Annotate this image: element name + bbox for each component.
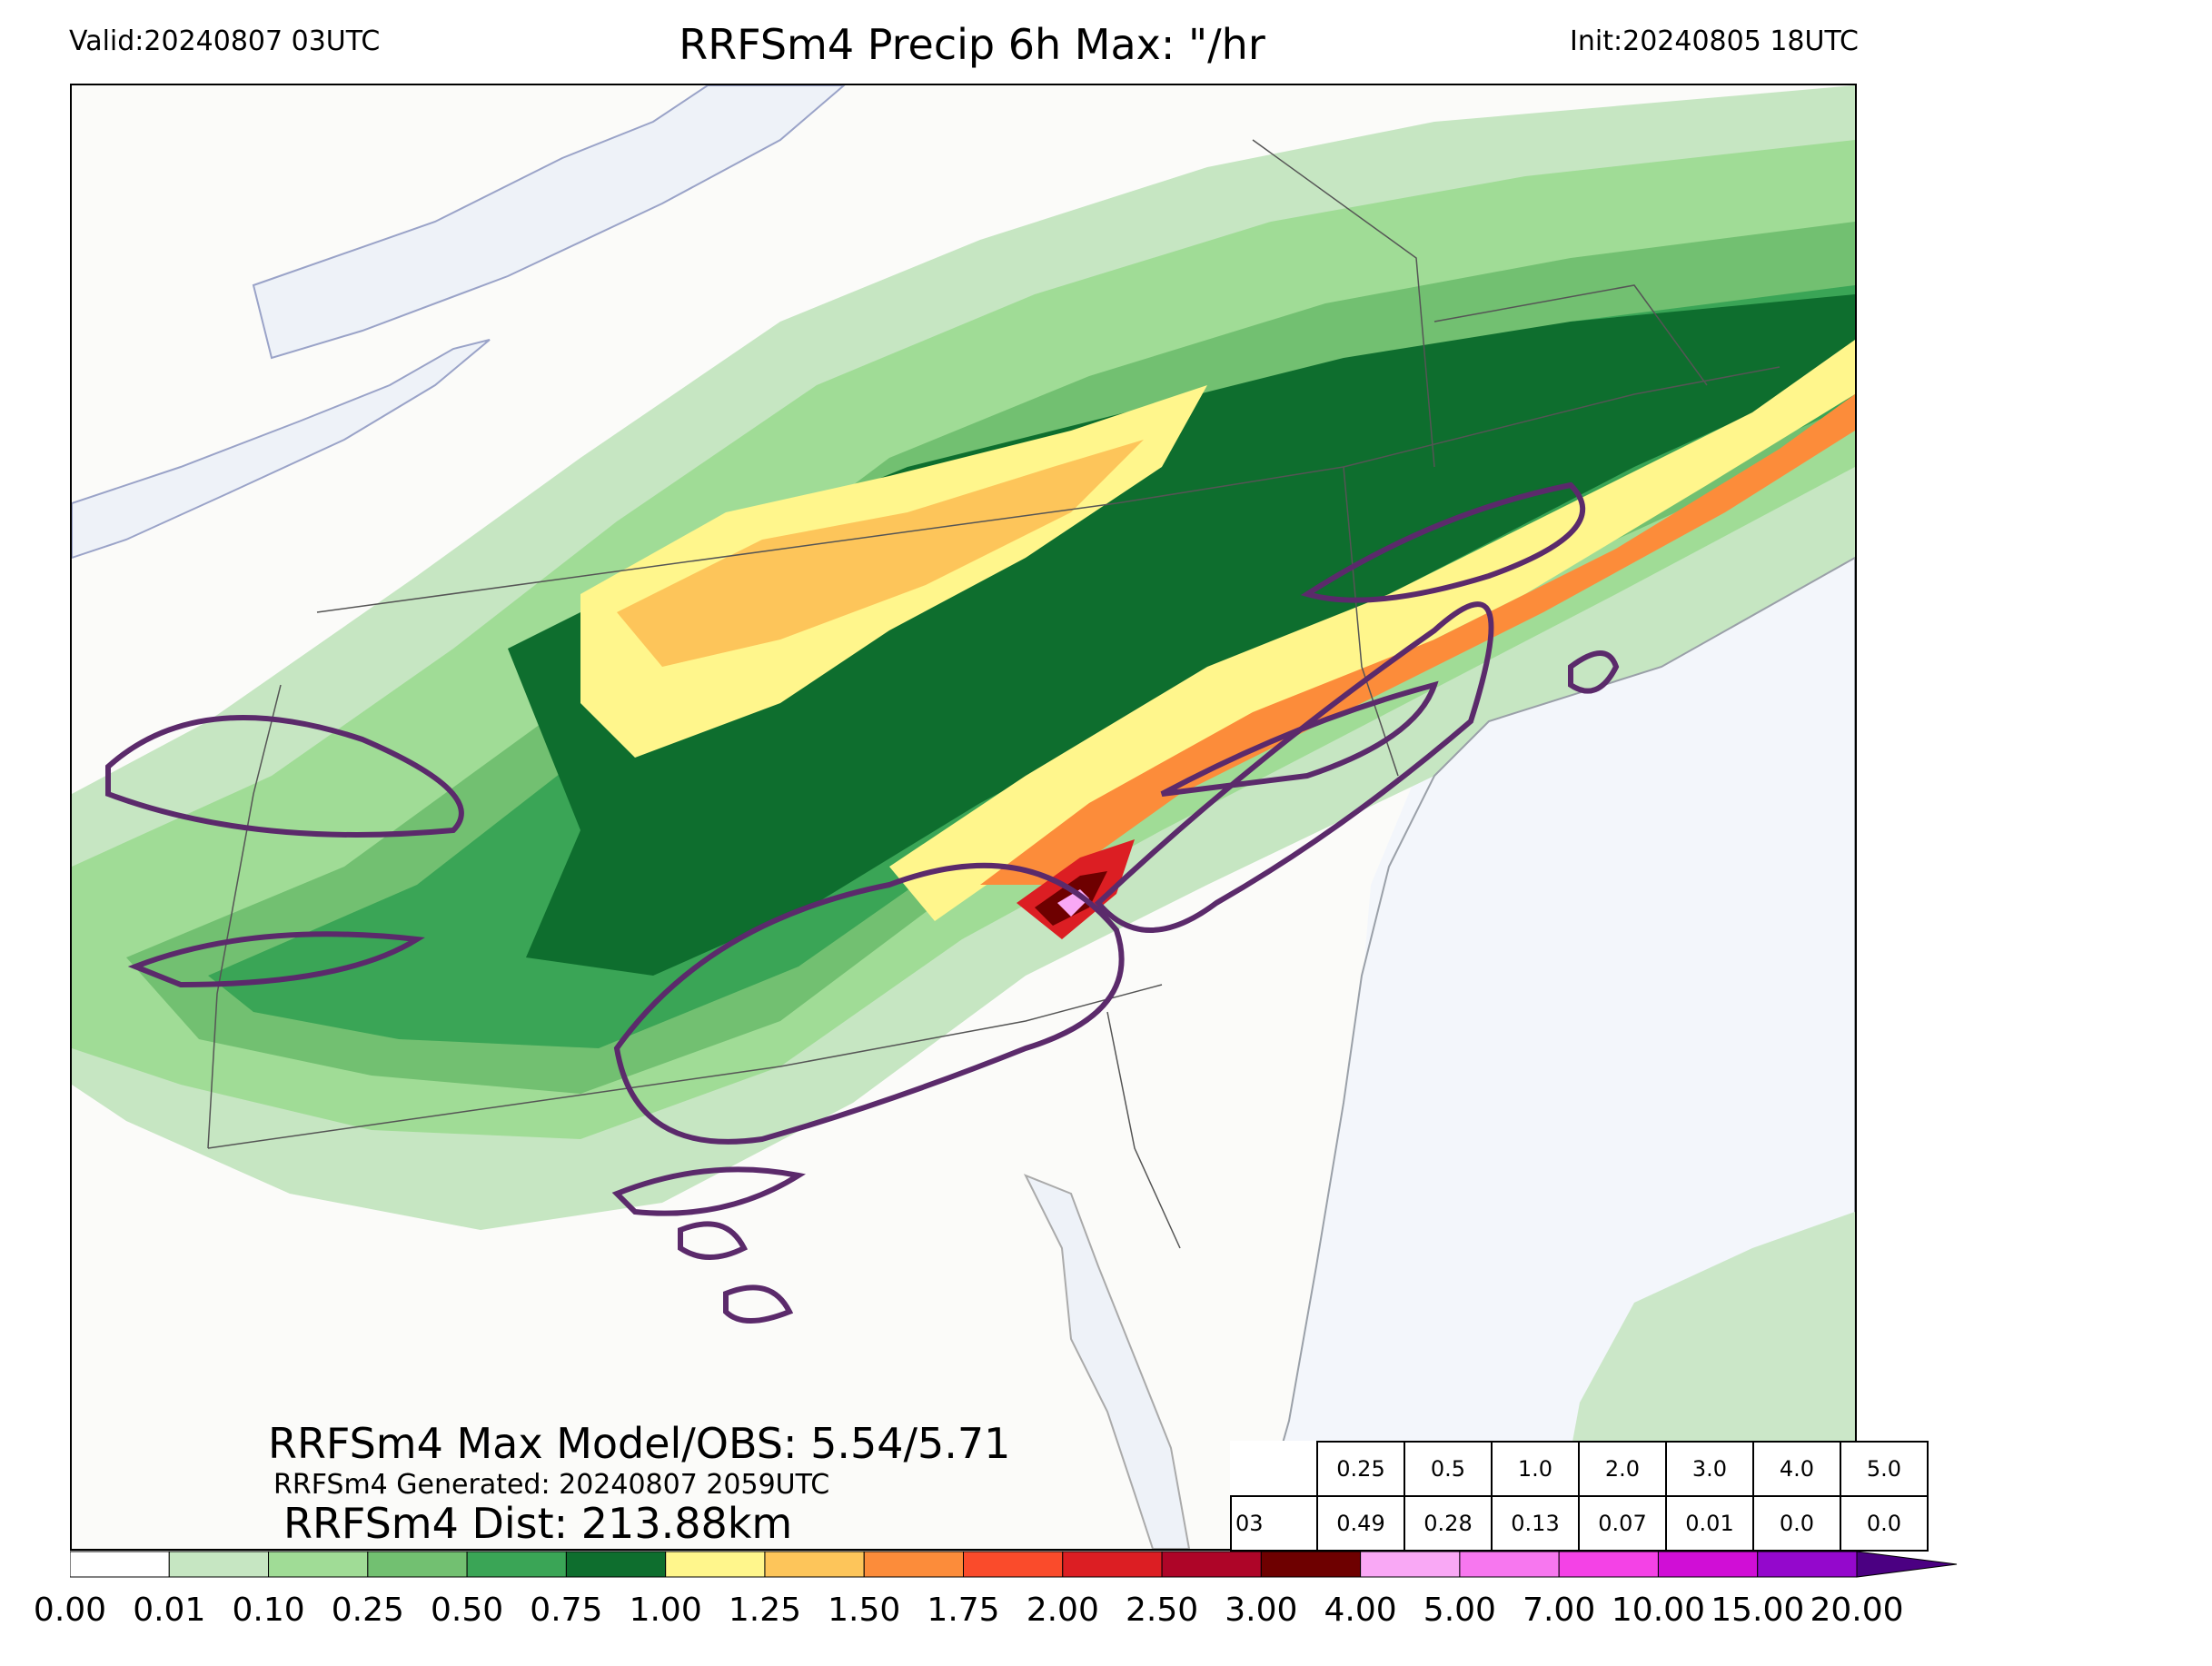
colorbar-tick-label: 0.01	[133, 1592, 206, 1629]
colorbar-swatch	[565, 1551, 667, 1578]
precip-075	[508, 294, 1855, 976]
colorbar-tick-label: 0.10	[232, 1592, 305, 1629]
colorbar-swatch	[466, 1551, 567, 1578]
precip-125	[617, 440, 1144, 667]
colorbar-swatch	[168, 1551, 270, 1578]
colorbar-swatch	[367, 1551, 468, 1578]
state-boundaries	[207, 139, 1781, 1249]
table-corner	[1231, 1442, 1317, 1496]
max-model-obs-label: RRFSm4 Max Model/OBS: 5.54/5.71	[268, 1419, 1011, 1468]
threshold-value-row: 03 0.49 0.28 0.13 0.07 0.01 0.0 0.0	[1230, 1495, 1929, 1552]
map-title: RRFSm4 Precip 6h Max: "/hr	[679, 20, 1265, 69]
row-label: 03	[1230, 1495, 1318, 1552]
colorbar-tick-label: 3.00	[1225, 1592, 1298, 1629]
colorbar-swatch	[70, 1551, 170, 1578]
colorbar-swatch	[1459, 1551, 1560, 1578]
lake-ontario	[72, 339, 491, 560]
colorbar-tick-label: 1.00	[629, 1592, 702, 1629]
colorbar-swatch	[665, 1551, 766, 1578]
threshold-table: 0.25 0.5 1.0 2.0 3.0 4.0 5.0 03 0.49 0.2…	[1230, 1441, 1929, 1552]
colorbar	[70, 1551, 1958, 1578]
colorbar-swatch	[1558, 1551, 1659, 1578]
precip-map	[70, 84, 1857, 1551]
colorbar-tick-label: 1.50	[828, 1592, 901, 1629]
threshold-cell: 0.5	[1404, 1441, 1493, 1497]
observed-contours	[105, 481, 1620, 1324]
colorbar-tick-label: 5.00	[1423, 1592, 1496, 1629]
colorbar-tick-label: 0.50	[431, 1592, 504, 1629]
threshold-cell: 0.25	[1316, 1441, 1405, 1497]
colorbar-swatch	[1161, 1551, 1262, 1578]
colorbar-tick-label: 2.00	[1026, 1592, 1099, 1629]
colorbar-swatch	[1062, 1551, 1163, 1578]
threshold-cell: 2.0	[1578, 1441, 1667, 1497]
value-cell: 0.49	[1316, 1495, 1405, 1552]
value-cell: 0.13	[1491, 1495, 1580, 1552]
colorbar-tick-label: 20.00	[1810, 1592, 1904, 1629]
precip-map-canvas	[72, 85, 1855, 1549]
threshold-cell: 5.0	[1840, 1441, 1929, 1497]
colorbar-swatch	[268, 1551, 369, 1578]
colorbar-swatch	[1757, 1551, 1858, 1578]
threshold-cell: 3.0	[1665, 1441, 1754, 1497]
colorbar-tick-label: 7.00	[1523, 1592, 1596, 1629]
precip-100-band2	[889, 340, 1855, 921]
colorbar-tick-label: 0.75	[530, 1592, 603, 1629]
value-cell: 0.0	[1840, 1495, 1929, 1552]
colorbar-extend-arrow	[1856, 1551, 1958, 1578]
precip-150	[980, 394, 1855, 885]
init-time-label: Init:20240805 18UTC	[1570, 25, 1859, 57]
colorbar-tick-label: 0.25	[331, 1592, 404, 1629]
threshold-header-row: 0.25 0.5 1.0 2.0 3.0 4.0 5.0	[1231, 1441, 1929, 1497]
colorbar-swatch	[863, 1551, 965, 1578]
colorbar-swatch	[1657, 1551, 1759, 1578]
value-cell: 0.0	[1752, 1495, 1841, 1552]
valid-time-label: Valid:20240807 03UTC	[69, 25, 381, 57]
colorbar-tick-label: 10.00	[1611, 1592, 1705, 1629]
colorbar-tick-label: 2.50	[1125, 1592, 1199, 1629]
colorbar-swatch	[1360, 1551, 1461, 1578]
chesapeake-bay	[1023, 1174, 1191, 1549]
value-cell: 0.28	[1404, 1495, 1493, 1552]
threshold-cell: 4.0	[1752, 1441, 1841, 1497]
colorbar-swatch	[963, 1551, 1064, 1578]
colorbar-tick-label: 0.00	[33, 1592, 107, 1629]
colorbar-swatch	[764, 1551, 865, 1578]
colorbar-tick-label: 15.00	[1711, 1592, 1805, 1629]
value-cell: 0.01	[1665, 1495, 1754, 1552]
colorbar-tick-label: 4.00	[1324, 1592, 1397, 1629]
colorbar-tick-label: 1.75	[927, 1592, 1000, 1629]
distance-label: RRFSm4 Dist: 213.88km	[283, 1499, 793, 1548]
lake-ontario-east	[252, 85, 846, 360]
generated-time-label: RRFSm4 Generated: 20240807 2059UTC	[273, 1469, 830, 1501]
colorbar-tick-label: 1.25	[728, 1592, 802, 1629]
value-cell: 0.07	[1578, 1495, 1667, 1552]
colorbar-swatch	[1260, 1551, 1362, 1578]
threshold-cell: 1.0	[1491, 1441, 1580, 1497]
